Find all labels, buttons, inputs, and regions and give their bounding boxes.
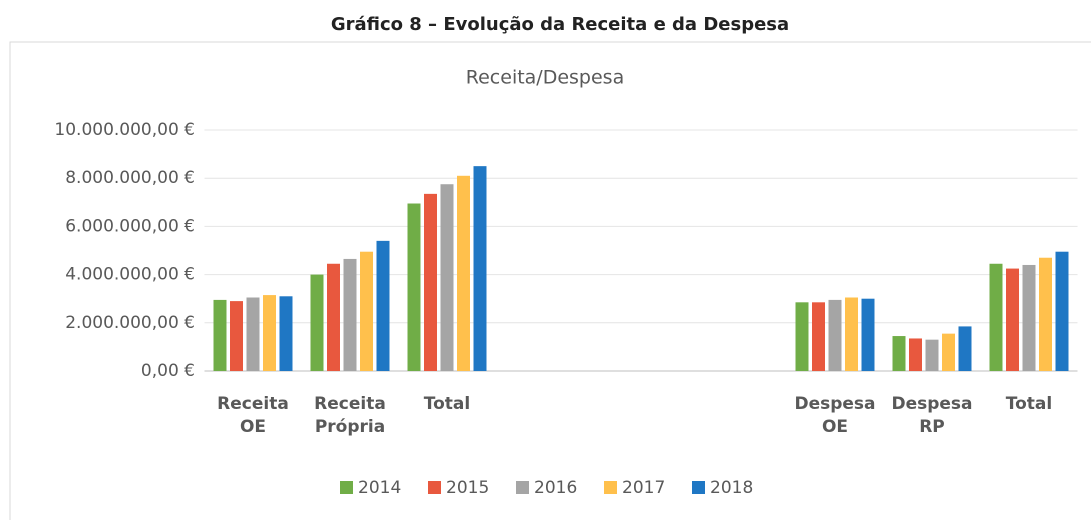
bar	[473, 166, 487, 371]
legend-label: 2016	[534, 478, 577, 498]
y-tick-label: 4.000.000,00 €	[65, 265, 195, 285]
bar	[246, 297, 260, 371]
x-tick-label: Despesa OE	[794, 394, 876, 437]
legend-swatch	[428, 481, 441, 494]
bar	[925, 339, 939, 371]
legend-label: 2017	[622, 478, 665, 498]
bar	[457, 175, 470, 371]
chart-title: Receita/Despesa	[466, 67, 624, 89]
page-heading: Gráfico 8 – Evolução da Receita e da Des…	[331, 14, 789, 35]
bar	[213, 299, 227, 371]
y-tick-label: 2.000.000,00 €	[65, 313, 195, 333]
bar	[861, 298, 875, 371]
bar	[958, 326, 972, 371]
bar	[230, 301, 243, 371]
bar	[892, 336, 906, 371]
bar	[1022, 264, 1036, 371]
legend-swatch	[340, 481, 353, 494]
y-tick-label: 0,00 €	[141, 361, 195, 381]
x-tick-label: Receita Própria	[314, 394, 386, 437]
chart-border	[9, 41, 1091, 520]
bar	[360, 251, 373, 371]
bar	[845, 297, 858, 371]
bar	[440, 184, 454, 371]
legend-swatch	[516, 481, 529, 494]
y-tick-label: 8.000.000,00 €	[65, 168, 195, 188]
legend-swatch	[604, 481, 617, 494]
bar	[909, 338, 922, 371]
bar	[795, 302, 809, 371]
y-tick-label: 10.000.000,00 €	[54, 120, 195, 140]
bar	[1006, 268, 1019, 371]
legend-label: 2015	[446, 478, 489, 498]
bar	[263, 295, 276, 371]
bar	[279, 296, 293, 371]
bar	[310, 274, 324, 371]
bar	[828, 299, 842, 371]
bar	[989, 263, 1003, 371]
legend-label: 2014	[358, 478, 401, 498]
bar	[407, 203, 421, 371]
x-tick-label: Total	[1005, 394, 1053, 414]
bar	[343, 258, 357, 371]
bar	[327, 263, 340, 371]
legend-swatch	[692, 481, 705, 494]
x-tick-label: Total	[423, 394, 471, 414]
x-tick-label: Despesa RP	[891, 394, 973, 437]
bar	[942, 333, 955, 371]
bar	[812, 302, 825, 371]
bar	[1055, 251, 1069, 371]
legend-label: 2018	[710, 478, 753, 498]
bar	[424, 193, 437, 371]
bar	[376, 240, 390, 371]
y-tick-label: 6.000.000,00 €	[65, 216, 195, 236]
bar	[1039, 257, 1052, 371]
x-tick-label: Receita OE	[217, 394, 289, 437]
